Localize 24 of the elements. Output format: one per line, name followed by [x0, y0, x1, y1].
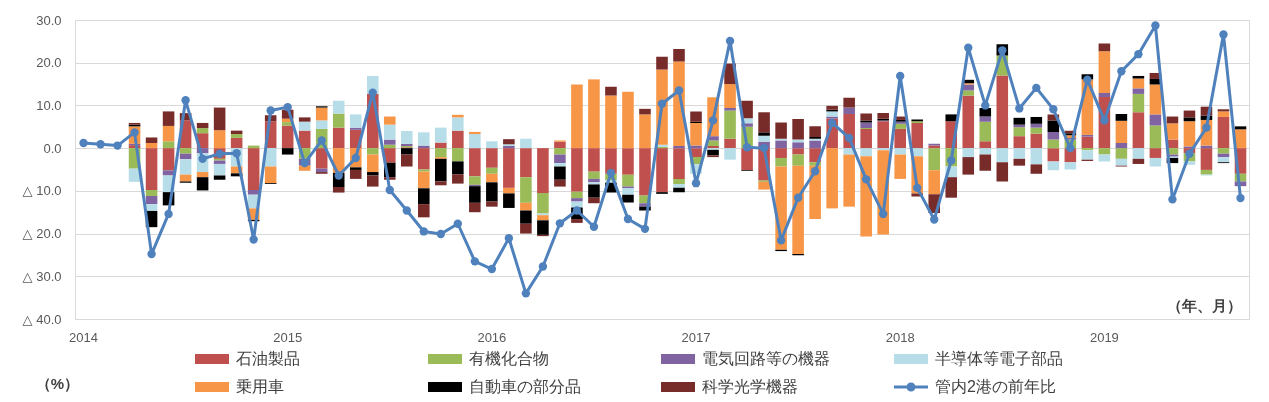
x-axis-title: （年、月）: [1166, 296, 1242, 314]
y-tick-label: △ 10.0: [22, 183, 62, 199]
y-tick-label: △ 30.0: [22, 268, 62, 284]
legend-label: 乗用車: [236, 378, 284, 395]
y-axis-title: （%）: [35, 374, 80, 392]
x-tick-label: 2019: [1089, 329, 1119, 345]
x-tick-label: 2014: [69, 329, 98, 345]
legend-label: 石油製品: [236, 350, 300, 367]
legend-label: 管内2港の前年比: [935, 378, 1056, 395]
y-tick-label: 10.0: [36, 97, 62, 113]
x-tick-label: 2017: [681, 329, 711, 345]
x-tick-label: 2015: [273, 329, 303, 345]
x-tick-label: 2018: [885, 329, 915, 345]
legend-label: 有機化合物: [469, 350, 549, 367]
legend-label: 電気回路等の機器: [702, 350, 830, 367]
legend-label: 科学光学機器: [702, 378, 798, 395]
y-tick-label: △ 40.0: [22, 311, 62, 327]
legend-label: 半導体等電子部品: [935, 350, 1063, 367]
y-tick-label: 0.0: [43, 140, 62, 156]
y-tick-label: 20.0: [36, 55, 62, 71]
legend-label: 自動車の部分品: [469, 378, 581, 395]
x-tick-label: 2016: [477, 329, 507, 345]
y-tick-label: 30.0: [36, 12, 62, 28]
y-tick-label: △ 20.0: [22, 226, 62, 242]
